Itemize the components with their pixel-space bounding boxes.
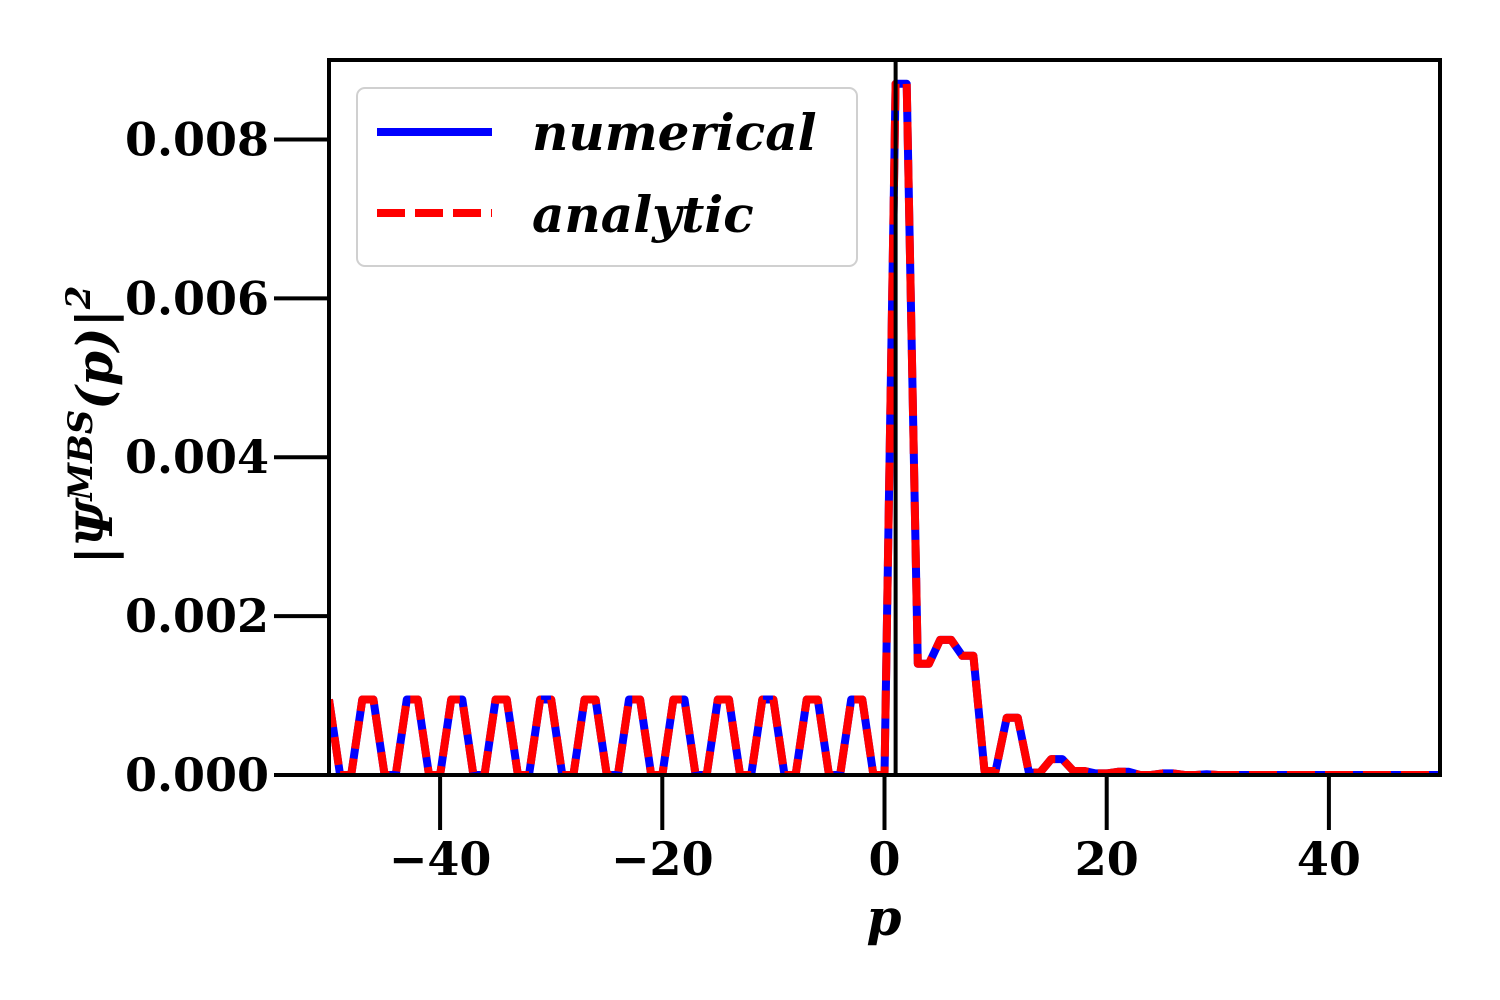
legend-label-analytic: analytic	[532, 185, 754, 244]
y-tick-label: 0.000	[125, 748, 269, 802]
y-tick-label: 0.006	[125, 271, 269, 325]
x-tick-label: 0	[868, 832, 900, 886]
x-tick-label: 40	[1297, 832, 1361, 886]
y-axis-label-argument: (p)|	[65, 309, 125, 409]
legend-label-numerical: numerical	[532, 103, 817, 162]
y-axis-label-base: |Ψ	[65, 497, 125, 564]
y-axis-label: |ΨMBS(p)|2	[59, 286, 125, 565]
y-tick-label: 0.002	[125, 589, 269, 643]
y-tick-label: 0.004	[125, 430, 269, 484]
x-tick-label: −40	[389, 832, 492, 886]
y-tick-label: 0.008	[125, 112, 269, 166]
y-axis-label-superscript: MBS	[61, 410, 101, 502]
x-axis-ticks: −40 −20 0 20 40	[389, 775, 1361, 886]
y-axis-label-exponent: 2	[59, 286, 99, 311]
x-tick-label: −20	[611, 832, 714, 886]
x-axis-label: p	[867, 888, 902, 947]
y-axis-ticks: 0.000 0.002 0.004 0.006 0.008	[125, 112, 329, 802]
svg-text:|ΨMBS(p)|2: |ΨMBS(p)|2	[59, 286, 125, 565]
legend: numerical analytic	[356, 87, 858, 267]
x-tick-label: 20	[1075, 832, 1139, 886]
